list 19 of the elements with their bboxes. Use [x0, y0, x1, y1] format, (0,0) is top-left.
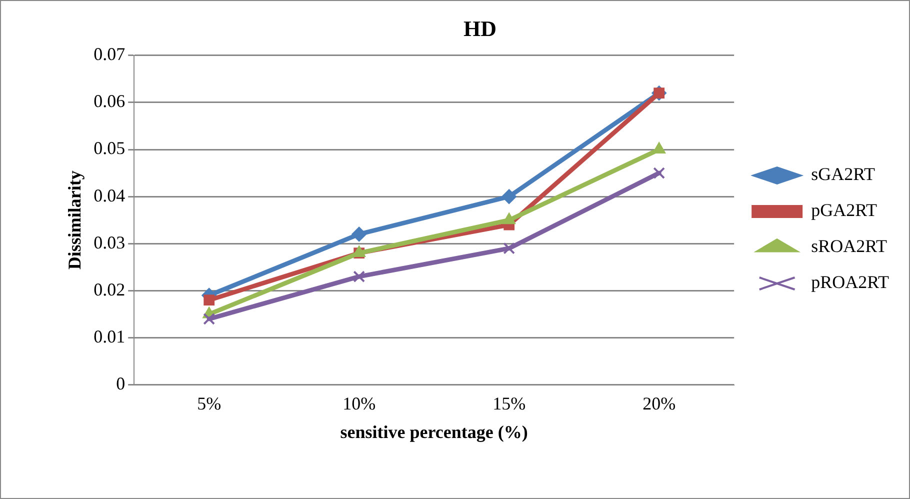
x-tick-label: 5%: [197, 393, 222, 414]
y-tick-label: 0.02: [94, 279, 126, 300]
y-tick-label: 0.03: [94, 232, 126, 252]
legend-label: sROA2RT: [811, 236, 888, 256]
legend-label: sGA2RT: [811, 164, 876, 184]
x-tick-label: 20%: [642, 393, 676, 414]
legend-label: pROA2RT: [811, 272, 890, 292]
y-tick-label: 0.01: [94, 326, 126, 346]
chart-title: HD: [464, 16, 496, 41]
y-tick-label: 0.04: [94, 185, 126, 206]
x-axis-title: sensitive percentage (%): [340, 422, 528, 442]
y-tick-label: 0: [116, 374, 126, 394]
y-tick-label: 0.07: [94, 44, 126, 64]
y-tick-label: 0.05: [94, 138, 126, 158]
x-tick-label: 10%: [342, 393, 376, 414]
y-tick-label: 0.06: [94, 91, 126, 112]
legend-label: pGA2RT: [811, 200, 877, 220]
x-tick-label: 15%: [492, 393, 526, 414]
y-axis-title: Dissimilarity: [64, 170, 84, 270]
